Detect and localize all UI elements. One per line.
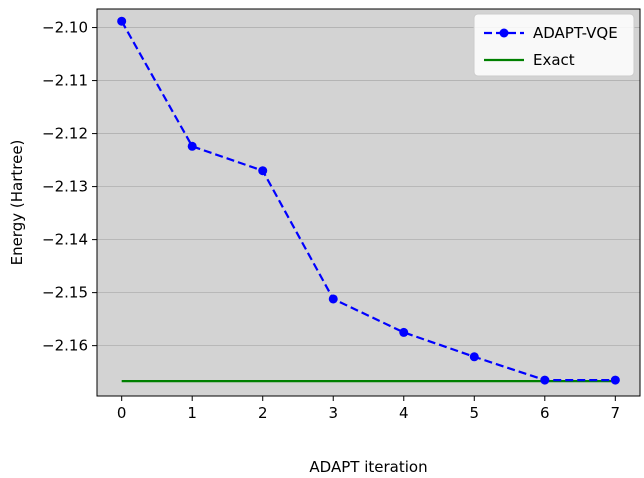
data-point-adapt-vqe xyxy=(187,141,197,151)
plot-frame xyxy=(96,8,641,397)
x-tick-label: 6 xyxy=(540,404,550,422)
x-tick-label: 7 xyxy=(611,404,621,422)
x-tick-label: 1 xyxy=(187,404,197,422)
x-axis-label: ADAPT iteration xyxy=(309,458,427,476)
data-point-adapt-vqe xyxy=(610,375,620,385)
x-tick-label: 2 xyxy=(258,404,268,422)
y-axis-ticks: −2.10 −2.11 −2.12 −2.13 −2.14 −2.15 −2.16 xyxy=(42,19,97,355)
legend: ADAPT-VQE Exact xyxy=(473,13,635,77)
data-point-adapt-vqe xyxy=(399,327,409,337)
legend-marker-adapt-vqe xyxy=(499,28,509,38)
series-line-adapt-vqe xyxy=(120,20,616,382)
y-tick-label: −2.16 xyxy=(42,337,88,355)
gridlines xyxy=(97,27,640,347)
x-tick-label: 5 xyxy=(470,404,480,422)
data-point-adapt-vqe xyxy=(117,16,127,26)
data-point-adapt-vqe xyxy=(540,375,550,385)
y-tick-label: −2.12 xyxy=(42,125,88,143)
y-axis-label: Energy (Hartree) xyxy=(8,140,26,266)
y-tick-label: −2.11 xyxy=(42,72,88,90)
x-tick-label: 4 xyxy=(399,404,409,422)
x-axis-ticks: 0 1 2 3 4 5 6 7 xyxy=(117,396,620,422)
y-tick-label: −2.14 xyxy=(42,231,88,249)
data-point-adapt-vqe xyxy=(258,166,268,176)
y-tick-label: −2.15 xyxy=(42,284,88,302)
data-point-adapt-vqe xyxy=(469,352,479,362)
y-tick-label: −2.10 xyxy=(42,19,88,37)
legend-label-adapt-vqe: ADAPT-VQE xyxy=(533,24,618,42)
x-tick-label: 3 xyxy=(328,404,338,422)
series-layer xyxy=(117,16,620,385)
x-tick-label: 0 xyxy=(117,404,127,422)
y-tick-label: −2.13 xyxy=(42,178,88,196)
data-point-adapt-vqe xyxy=(328,294,338,304)
legend-label-exact: Exact xyxy=(533,51,575,69)
